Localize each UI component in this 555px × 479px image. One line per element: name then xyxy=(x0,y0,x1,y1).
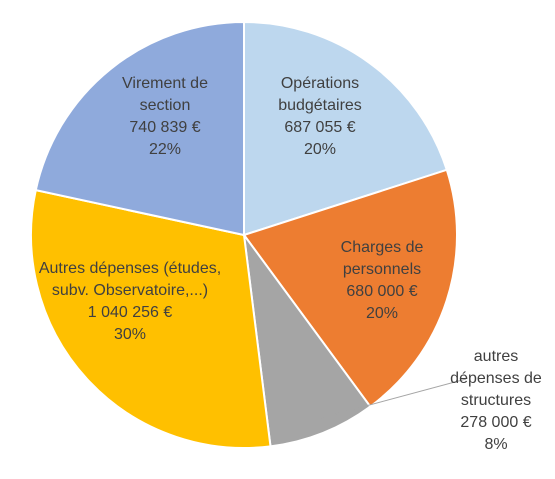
percent-label: 8% xyxy=(484,436,507,453)
pie-slice xyxy=(30,188,272,449)
category-label: Virement de section xyxy=(122,75,208,114)
value-label: 687 055 € xyxy=(284,119,355,136)
category-label-line: structures xyxy=(461,392,531,409)
category-label-line: budgétaires xyxy=(278,97,362,114)
category-label-line: Virement de xyxy=(122,75,208,92)
category-label-line: Opérations xyxy=(281,75,359,92)
category-label-line: section xyxy=(140,97,191,114)
percent-label: 20% xyxy=(304,141,336,158)
category-label: Charges de personnels xyxy=(341,239,424,278)
value-label: 278 000 € xyxy=(460,414,531,431)
percent-label: 30% xyxy=(114,326,146,343)
pie-slice xyxy=(242,168,458,408)
category-label-line: personnels xyxy=(343,261,421,278)
category-label-line: subv. Observatoire,...) xyxy=(52,282,208,299)
pie-slice xyxy=(243,20,449,237)
category-label-line: dépenses de xyxy=(450,370,542,387)
category-label-line: autres xyxy=(474,348,518,365)
value-label: 1 040 256 € xyxy=(88,304,173,321)
leader-line xyxy=(317,378,467,420)
category-label: Opérations budgétaires xyxy=(278,75,362,114)
value-label: 740 839 € xyxy=(129,119,200,136)
category-label-line: Charges de xyxy=(341,239,424,256)
category-label-line: Autres dépenses (études, xyxy=(39,260,221,277)
percent-label: 20% xyxy=(366,305,398,322)
percent-label: 22% xyxy=(149,141,181,158)
value-label: 680 000 € xyxy=(346,283,417,300)
pie-slice xyxy=(34,20,245,237)
category-label: Autres dépenses (études, subv. Observatoi… xyxy=(39,260,221,299)
pie-slice xyxy=(242,231,372,448)
category-label: autres dépenses de structures xyxy=(450,348,542,409)
